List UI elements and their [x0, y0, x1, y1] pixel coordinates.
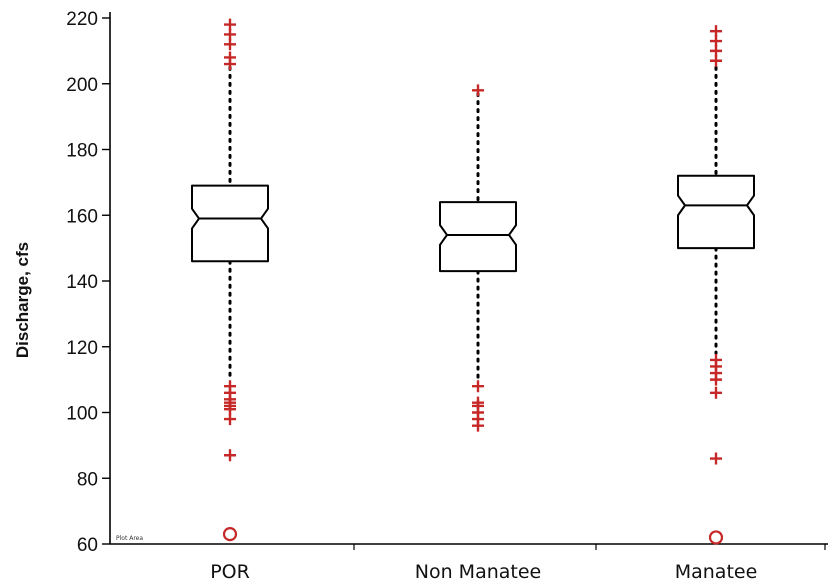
- outlier-plus: [472, 380, 484, 393]
- y-tick-label: 140: [66, 272, 98, 293]
- y-tick-label: 200: [66, 75, 98, 96]
- y-axis-label: Discharge, cfs: [13, 242, 32, 358]
- outlier-plus: [472, 419, 484, 432]
- axes: 60 80 100 120 140 160 180 200 220 POR Non Manatee M…: [66, 9, 828, 583]
- y-tick-label: 120: [66, 338, 98, 359]
- outlier-plus: [224, 58, 236, 71]
- box-body: [191, 184, 269, 263]
- box-group-3: [677, 25, 755, 545]
- x-category-label: POR: [210, 561, 250, 583]
- y-tick-label: 160: [66, 206, 98, 227]
- outlier-plus: [224, 38, 236, 51]
- y-tick-label: 100: [66, 404, 98, 425]
- y-tick-label: 80: [77, 469, 98, 490]
- outlier-plus: [710, 452, 722, 465]
- y-tick-label: 60: [77, 535, 98, 556]
- box-group-1: [191, 18, 269, 542]
- outlier-plus: [224, 413, 236, 426]
- box-body: [677, 174, 755, 250]
- outlier-circle: [222, 527, 238, 542]
- x-category-label: Non Manatee: [415, 561, 541, 583]
- outlier-circle: [708, 530, 724, 545]
- outlier-plus: [472, 84, 484, 97]
- plot-area-tag: Plot Area: [116, 535, 143, 542]
- outlier-plus: [710, 373, 722, 386]
- box-body: [439, 201, 517, 273]
- outlier-plus: [710, 54, 722, 67]
- box-group-2: [439, 84, 517, 432]
- outlier-plus: [710, 386, 722, 399]
- outlier-plus: [224, 449, 236, 462]
- y-tick-label: 180: [66, 141, 98, 162]
- y-tick-label: 220: [66, 9, 98, 30]
- x-category-label: Manatee: [675, 561, 758, 583]
- boxes: [191, 18, 755, 545]
